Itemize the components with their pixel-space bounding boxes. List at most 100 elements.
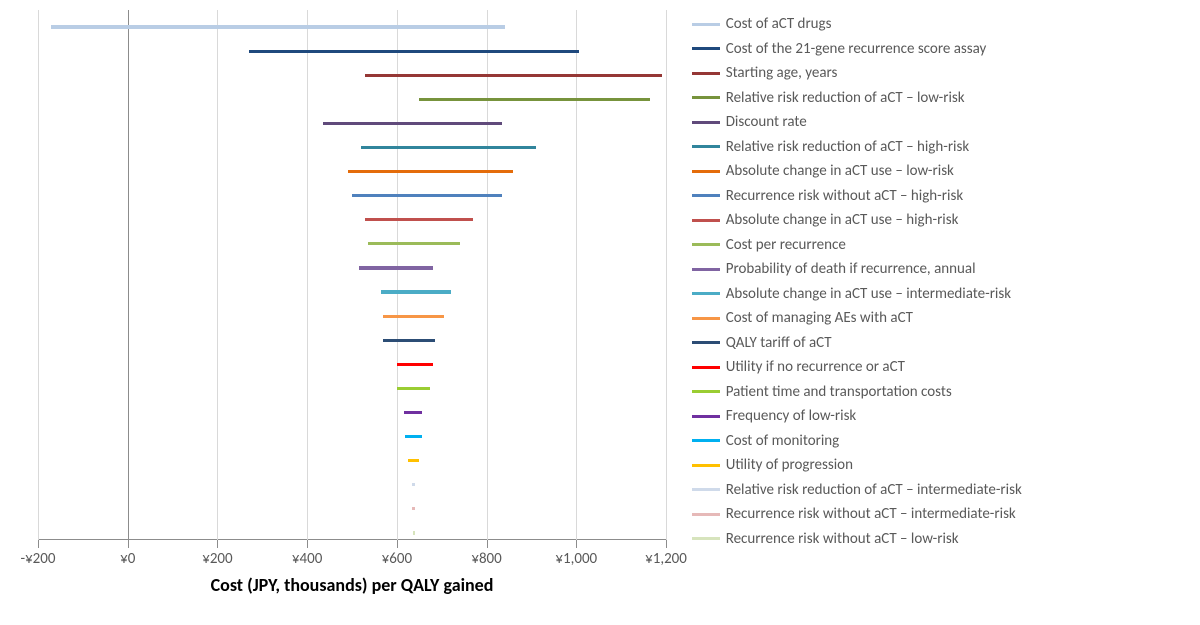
tornado-bar xyxy=(348,170,514,173)
legend-item: Recurrence risk without aCT – high-risk xyxy=(692,184,1200,209)
legend-swatch xyxy=(692,488,720,491)
legend-swatch xyxy=(692,145,720,148)
legend-label: Discount rate xyxy=(726,113,807,131)
legend-label: QALY tariff of aCT xyxy=(726,334,832,352)
legend-label: Probability of death if recurrence, annu… xyxy=(726,260,976,278)
tornado-bar xyxy=(365,218,473,221)
gridline xyxy=(576,10,577,540)
legend-swatch xyxy=(692,170,720,173)
legend-label: Cost of aCT drugs xyxy=(726,15,832,33)
legend-item: Frequency of low-risk xyxy=(692,404,1200,429)
legend-item: Discount rate xyxy=(692,110,1200,135)
gridline xyxy=(307,10,308,540)
legend-label: Utility of progression xyxy=(726,456,853,474)
legend-swatch xyxy=(692,96,720,99)
tornado-bar xyxy=(51,25,504,28)
tornado-bar xyxy=(361,146,536,149)
legend-swatch xyxy=(692,243,720,246)
legend-label: Cost per recurrence xyxy=(726,236,846,254)
legend-swatch xyxy=(692,341,720,344)
legend-label: Starting age, years xyxy=(726,64,838,82)
legend-swatch xyxy=(692,390,720,393)
x-tick-label: ¥800 xyxy=(471,550,501,568)
x-tick-label: ¥600 xyxy=(382,550,412,568)
legend-swatch xyxy=(692,439,720,442)
x-tick xyxy=(307,540,308,548)
tornado-bar xyxy=(397,363,433,366)
legend-swatch xyxy=(692,317,720,320)
legend-item: Absolute change in aCT use – high-risk xyxy=(692,208,1200,233)
legend-swatch xyxy=(692,23,720,26)
x-tick xyxy=(666,540,667,548)
legend-item: Absolute change in aCT use – low-risk xyxy=(692,159,1200,184)
tornado-bar xyxy=(368,242,460,245)
x-tick-label: -¥200 xyxy=(20,550,55,568)
legend-swatch xyxy=(692,219,720,222)
x-axis-title: Cost (JPY, thousands) per QALY gained xyxy=(38,574,666,596)
legend-label: Cost of managing AEs with aCT xyxy=(726,309,913,327)
tornado-bar xyxy=(381,290,451,293)
x-tick-label: ¥1,000 xyxy=(555,550,597,568)
legend-label: Relative risk reduction of aCT – high-ri… xyxy=(726,138,969,156)
legend-swatch xyxy=(692,47,720,50)
legend-item: Starting age, years xyxy=(692,61,1200,86)
legend-label: Cost of the 21-gene recurrence score ass… xyxy=(726,40,987,58)
legend-swatch xyxy=(692,121,720,124)
x-tick xyxy=(38,540,39,548)
legend-label: Absolute change in aCT use – high-risk xyxy=(726,211,959,229)
gridline xyxy=(38,10,39,540)
tornado-bar xyxy=(413,531,415,534)
legend-label: Cost of monitoring xyxy=(726,432,840,450)
x-axis-line xyxy=(38,539,666,540)
tornado-chart-figure: -¥200¥0¥200¥400¥600¥800¥1,000¥1,200 Cost… xyxy=(0,0,1200,625)
legend-swatch xyxy=(692,194,720,197)
x-tick xyxy=(397,540,398,548)
tornado-bar xyxy=(419,98,650,101)
legend-item: Probability of death if recurrence, annu… xyxy=(692,257,1200,282)
legend-swatch xyxy=(692,464,720,467)
tornado-bar xyxy=(383,315,444,318)
x-tick xyxy=(217,540,218,548)
legend-item: Cost of monitoring xyxy=(692,429,1200,454)
plot-region: -¥200¥0¥200¥400¥600¥800¥1,000¥1,200 xyxy=(38,10,666,540)
legend-item: Cost of the 21-gene recurrence score ass… xyxy=(692,37,1200,62)
legend-swatch xyxy=(692,292,720,295)
legend-label: Recurrence risk without aCT – low-risk xyxy=(726,530,959,548)
tornado-bar xyxy=(365,74,661,77)
tornado-bar xyxy=(323,122,502,125)
tornado-bar xyxy=(404,411,422,414)
legend-swatch xyxy=(692,72,720,75)
legend-label: Absolute change in aCT use – low-risk xyxy=(726,162,954,180)
legend-item: Cost of aCT drugs xyxy=(692,12,1200,37)
gridline xyxy=(666,10,667,540)
tornado-bar xyxy=(412,507,415,510)
x-tick-label: ¥0 xyxy=(120,550,135,568)
legend-swatch xyxy=(692,366,720,369)
legend-item: Relative risk reduction of aCT – interme… xyxy=(692,478,1200,503)
tornado-bar xyxy=(412,483,415,486)
legend-label: Recurrence risk without aCT – high-risk xyxy=(726,187,963,205)
gridline xyxy=(397,10,398,540)
legend-swatch xyxy=(692,415,720,418)
legend-item: Utility if no recurrence or aCT xyxy=(692,355,1200,380)
x-tick xyxy=(487,540,488,548)
legend-item: Cost per recurrence xyxy=(692,233,1200,258)
tornado-bar xyxy=(383,339,435,342)
legend-item: Relative risk reduction of aCT – low-ris… xyxy=(692,86,1200,111)
legend-label: Recurrence risk without aCT – intermedia… xyxy=(726,505,1016,523)
gridline xyxy=(487,10,488,540)
x-tick xyxy=(576,540,577,548)
tornado-bar xyxy=(359,266,433,269)
tornado-bar xyxy=(397,387,431,390)
legend-label: Frequency of low-risk xyxy=(726,407,857,425)
legend-item: Utility of progression xyxy=(692,453,1200,478)
x-tick xyxy=(128,540,129,548)
gridline xyxy=(217,10,218,540)
legend-item: Recurrence risk without aCT – low-risk xyxy=(692,527,1200,552)
legend-item: Patient time and transportation costs xyxy=(692,380,1200,405)
legend-swatch xyxy=(692,537,720,540)
legend-label: Absolute change in aCT use – intermediat… xyxy=(726,285,1011,303)
x-tick-label: ¥400 xyxy=(292,550,322,568)
chart-area: -¥200¥0¥200¥400¥600¥800¥1,000¥1,200 Cost… xyxy=(0,0,688,625)
tornado-bar xyxy=(405,435,422,438)
